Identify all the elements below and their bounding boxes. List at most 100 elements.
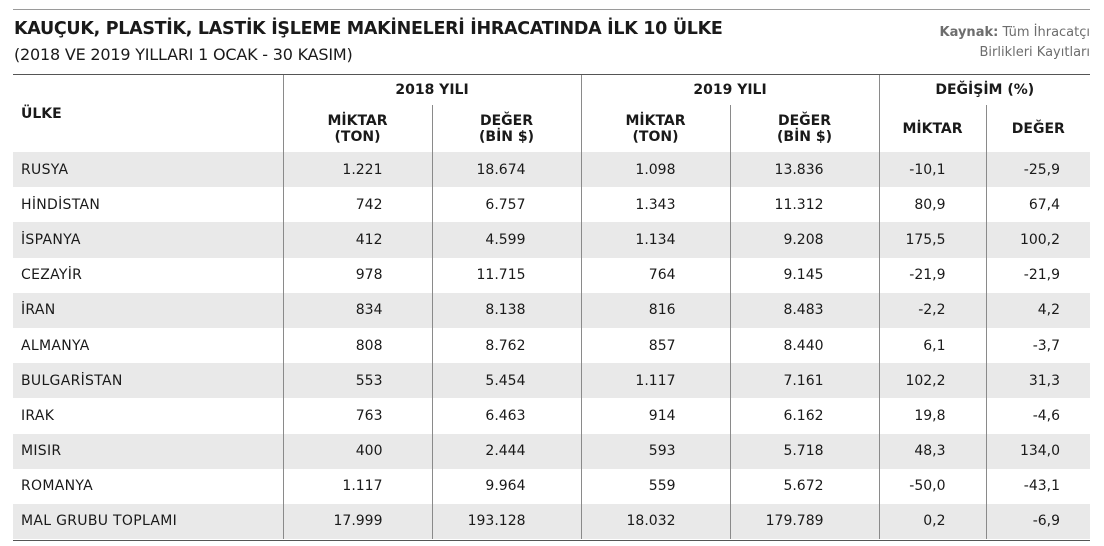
source-line-2: Birlikleri Kayıtları <box>979 45 1090 60</box>
quantity-2019-cell: 1.117 <box>580 363 731 399</box>
value-2018-cell: 5.454 <box>431 363 582 399</box>
quantity-2019-cell: 18.032 <box>580 503 731 540</box>
quantity-change-cell: -10,1 <box>878 152 987 188</box>
value-2019-cell: 179.789 <box>729 503 880 540</box>
value-2018-cell: 18.674 <box>431 152 582 188</box>
value-change-cell: 100,2 <box>985 222 1091 258</box>
value-change-cell: -25,9 <box>985 152 1091 188</box>
value-2019-cell: 13.836 <box>729 152 880 188</box>
value-change-cell: 67,4 <box>985 187 1091 223</box>
value-2019-cell: 9.145 <box>729 257 880 293</box>
quantity-change-cell: -2,2 <box>878 292 987 328</box>
value-change-cell: 4,2 <box>985 292 1091 328</box>
group-header-2018: 2018 YILI <box>282 75 582 105</box>
quantity-2018-cell: 412 <box>282 222 432 258</box>
quantity-2019-cell: 816 <box>580 292 731 328</box>
value-2018-cell: 6.463 <box>431 398 582 434</box>
subheader-value-2019: DEĞER (BİN $) <box>729 105 880 152</box>
country-cell: İSPANYA <box>13 222 283 258</box>
page-subtitle: (2018 VE 2019 YILLARI 1 OCAK - 30 KASIM) <box>14 45 353 64</box>
country-cell: BULGARİSTAN <box>13 363 283 399</box>
table-row: İSPANYA 412 4.599 1.134 9.208 175,5 100,2 <box>13 222 1091 258</box>
export-table: ÜLKE 2018 YILI 2019 YILI DEĞİŞİM (%) MİK… <box>13 75 1091 540</box>
value-2018-cell: 193.128 <box>431 503 582 540</box>
value-2018-cell: 11.715 <box>431 257 582 293</box>
table-row: HİNDİSTAN 742 6.757 1.343 11.312 80,9 67,4 <box>13 187 1091 223</box>
quantity-change-cell: 19,8 <box>878 398 987 434</box>
country-cell: MISIR <box>13 433 283 469</box>
quantity-2019-cell: 1.098 <box>580 152 731 188</box>
table-header: ÜLKE 2018 YILI 2019 YILI DEĞİŞİM (%) MİK… <box>13 75 1091 152</box>
value-2019-cell: 8.483 <box>729 292 880 328</box>
group-header-change: DEĞİŞİM (%) <box>878 75 1091 105</box>
value-change-cell: -4,6 <box>985 398 1091 434</box>
value-2019-cell: 9.208 <box>729 222 880 258</box>
table-row: IRAK 763 6.463 914 6.162 19,8 -4,6 <box>13 398 1091 434</box>
subheader-quantity-2018: MİKTAR (TON) <box>282 105 432 152</box>
quantity-change-cell: -50,0 <box>878 468 987 504</box>
value-change-cell: -21,9 <box>985 257 1091 293</box>
quantity-2018-cell: 1.221 <box>282 152 432 188</box>
quantity-2019-cell: 593 <box>580 433 731 469</box>
group-header-2019: 2019 YILI <box>580 75 880 105</box>
value-change-cell: -43,1 <box>985 468 1091 504</box>
value-2018-cell: 4.599 <box>431 222 582 258</box>
subheader-quantity-2019: MİKTAR (TON) <box>580 105 731 152</box>
quantity-2018-cell: 553 <box>282 363 432 399</box>
country-cell: ROMANYA <box>13 468 283 504</box>
value-2019-cell: 5.672 <box>729 468 880 504</box>
value-change-cell: -6,9 <box>985 503 1091 540</box>
country-cell: ALMANYA <box>13 327 283 364</box>
quantity-2019-cell: 914 <box>580 398 731 434</box>
table-body: RUSYA 1.221 18.674 1.098 13.836 -10,1 -25,9 HİN… <box>13 152 1091 540</box>
country-cell: CEZAYİR <box>13 257 283 293</box>
value-2019-cell: 5.718 <box>729 433 880 469</box>
value-2018-cell: 2.444 <box>431 433 582 469</box>
value-2019-cell: 6.162 <box>729 398 880 434</box>
country-cell: HİNDİSTAN <box>13 187 283 223</box>
value-2018-cell: 8.138 <box>431 292 582 328</box>
table-row: ROMANYA 1.117 9.964 559 5.672 -50,0 -43,1 <box>13 468 1091 504</box>
value-2019-cell: 11.312 <box>729 187 880 223</box>
quantity-2018-cell: 17.999 <box>282 503 432 540</box>
subheader-value-2018: DEĞER (BİN $) <box>431 105 582 152</box>
quantity-2018-cell: 834 <box>282 292 432 328</box>
table-row: RUSYA 1.221 18.674 1.098 13.836 -10,1 -25,9 <box>13 152 1091 188</box>
value-2018-cell: 9.964 <box>431 468 582 504</box>
quantity-2019-cell: 559 <box>580 468 731 504</box>
value-change-cell: 31,3 <box>985 363 1091 399</box>
quantity-2018-cell: 763 <box>282 398 432 434</box>
value-change-cell: 134,0 <box>985 433 1091 469</box>
value-change-cell: -3,7 <box>985 327 1091 364</box>
value-2019-cell: 8.440 <box>729 327 880 364</box>
quantity-2018-cell: 808 <box>282 327 432 364</box>
source-line-1: Tüm İhracatçı <box>1002 25 1090 40</box>
quantity-2019-cell: 764 <box>580 257 731 293</box>
table-row: MISIR 400 2.444 593 5.718 48,3 134,0 <box>13 433 1091 469</box>
country-cell: MAL GRUBU TOPLAMI <box>13 503 283 540</box>
country-column-header: ÜLKE <box>21 106 62 122</box>
top-rule <box>13 9 1090 10</box>
value-2018-cell: 6.757 <box>431 187 582 223</box>
quantity-change-cell: 0,2 <box>878 503 987 540</box>
quantity-2018-cell: 1.117 <box>282 468 432 504</box>
source-label: Kaynak: <box>939 25 999 40</box>
table-row: CEZAYİR 978 11.715 764 9.145 -21,9 -21,9 <box>13 257 1091 293</box>
table-row: ALMANYA 808 8.762 857 8.440 6,1 -3,7 <box>13 327 1091 364</box>
quantity-2019-cell: 857 <box>580 327 731 364</box>
quantity-2019-cell: 1.134 <box>580 222 731 258</box>
page-title: KAUÇUK, PLASTİK, LASTİK İŞLEME MAKİNELER… <box>14 19 723 39</box>
bottom-rule <box>13 540 1090 541</box>
total-row: MAL GRUBU TOPLAMI 17.999 193.128 18.032 179.… <box>13 503 1091 540</box>
quantity-change-cell: 80,9 <box>878 187 987 223</box>
value-2019-cell: 7.161 <box>729 363 880 399</box>
quantity-2018-cell: 742 <box>282 187 432 223</box>
quantity-change-cell: 102,2 <box>878 363 987 399</box>
subheader-value-change: DEĞER <box>985 105 1091 152</box>
quantity-change-cell: 6,1 <box>878 327 987 364</box>
quantity-2018-cell: 978 <box>282 257 432 293</box>
quantity-change-cell: 175,5 <box>878 222 987 258</box>
country-cell: İRAN <box>13 292 283 328</box>
subheader-quantity-change: MİKTAR <box>878 105 987 152</box>
value-2018-cell: 8.762 <box>431 327 582 364</box>
